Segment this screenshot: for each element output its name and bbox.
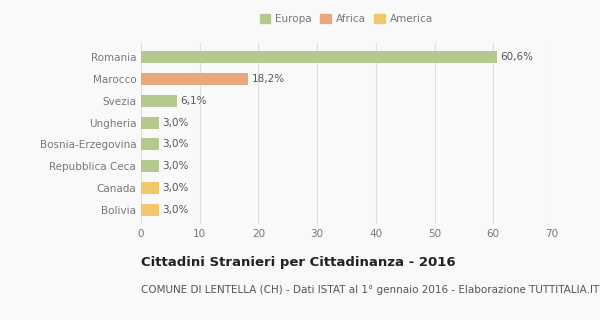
Text: 3,0%: 3,0% bbox=[162, 118, 188, 128]
Text: 6,1%: 6,1% bbox=[181, 96, 207, 106]
Bar bbox=[141, 95, 177, 107]
Bar bbox=[141, 52, 497, 63]
Text: Cittadini Stranieri per Cittadinanza - 2016: Cittadini Stranieri per Cittadinanza - 2… bbox=[141, 256, 455, 269]
Text: 3,0%: 3,0% bbox=[162, 183, 188, 193]
Text: COMUNE DI LENTELLA (CH) - Dati ISTAT al 1° gennaio 2016 - Elaborazione TUTTITALI: COMUNE DI LENTELLA (CH) - Dati ISTAT al … bbox=[141, 285, 599, 295]
Bar bbox=[141, 182, 158, 194]
Text: 3,0%: 3,0% bbox=[162, 140, 188, 149]
Bar bbox=[141, 73, 248, 85]
Bar bbox=[141, 204, 158, 216]
Bar bbox=[141, 117, 158, 129]
Text: 18,2%: 18,2% bbox=[251, 74, 284, 84]
Text: 3,0%: 3,0% bbox=[162, 161, 188, 171]
Bar bbox=[141, 139, 158, 150]
Bar bbox=[141, 160, 158, 172]
Legend: Europa, Africa, America: Europa, Africa, America bbox=[258, 12, 435, 27]
Text: 60,6%: 60,6% bbox=[500, 52, 533, 62]
Text: 3,0%: 3,0% bbox=[162, 205, 188, 215]
